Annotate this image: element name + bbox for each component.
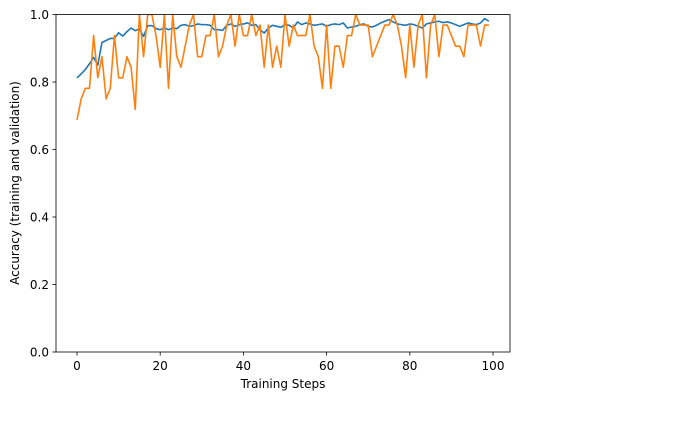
y-axis-label: Accuracy (training and validation)	[8, 81, 22, 285]
y-tick-label: 1.0	[30, 8, 49, 22]
y-axis-ticks: 0.0 0.2 0.4 0.6 0.8 1.0	[30, 8, 56, 360]
x-tick-label: 40	[236, 359, 251, 373]
y-tick-label: 0.4	[30, 211, 49, 225]
x-axis-ticks: 0 20 40 60 80 100	[73, 352, 504, 373]
y-tick-label: 0.8	[30, 76, 49, 90]
y-tick-label: 0.0	[30, 346, 49, 360]
plot-area	[55, 14, 511, 353]
validation-accuracy-line	[76, 14, 489, 121]
x-tick-label: 100	[482, 359, 505, 373]
y-tick-label: 0.6	[30, 143, 49, 157]
x-tick-label: 60	[319, 359, 334, 373]
x-tick-label: 80	[402, 359, 417, 373]
x-axis-label: Training Steps	[240, 377, 326, 391]
x-tick-label: 20	[153, 359, 168, 373]
series-lines	[76, 14, 490, 121]
axes-frame	[55, 14, 511, 353]
axes-background	[56, 14, 510, 352]
x-tick-label: 0	[73, 359, 81, 373]
y-tick-label: 0.2	[30, 278, 49, 292]
